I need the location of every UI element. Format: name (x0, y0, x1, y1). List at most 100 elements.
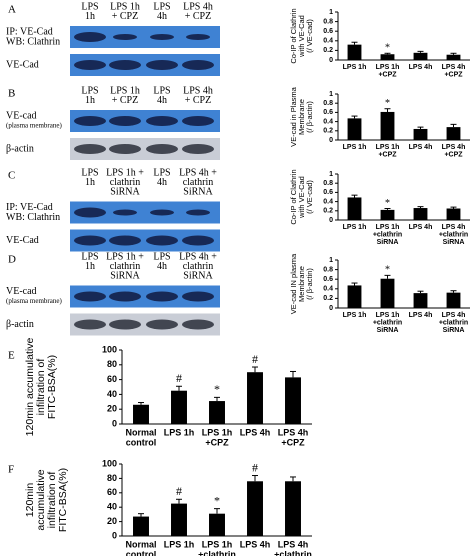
lane-label: LPS 1h + (106, 167, 144, 178)
y-tick-label: 0 (329, 57, 333, 64)
y-axis-label: infiltration of (46, 472, 58, 529)
significance-mark: * (214, 382, 220, 396)
x-tick-label: LPS 1h (376, 144, 400, 151)
y-tick-label: 80 (107, 359, 117, 369)
row-label: β-actin (6, 143, 34, 154)
y-tick-label: 80 (107, 473, 117, 483)
y-axis-label: Co-IP of Clathrin (289, 169, 298, 224)
y-tick-label: 1 (329, 91, 333, 98)
significance-mark: * (214, 493, 220, 507)
x-tick-label: +CPZ (378, 151, 397, 158)
x-tick-label: SiRNA (443, 239, 465, 246)
blot-band (186, 209, 210, 216)
blot-strip (70, 229, 220, 252)
blot-band (109, 144, 141, 154)
panel-letter: D (8, 254, 16, 266)
y-tick-label: 0.4 (323, 118, 333, 125)
bar (380, 209, 395, 220)
bar (446, 127, 461, 140)
bar (446, 292, 461, 308)
bar (347, 118, 362, 140)
blot-band (74, 144, 106, 154)
lane-label: clathrin (110, 261, 141, 272)
blot-band (74, 319, 106, 330)
blot-strip (70, 26, 220, 48)
y-axis-label: 120min accumulative (24, 338, 36, 437)
x-tick-label: LPS 4h (278, 427, 309, 437)
x-tick-label: Normal (125, 427, 156, 437)
blot-band (182, 291, 214, 302)
lane-label: 4h (157, 177, 167, 188)
bar (209, 513, 225, 536)
bar (413, 128, 428, 140)
blot-band (113, 34, 137, 40)
x-tick-label: +CPZ (205, 437, 229, 447)
lane-label: clathrin (183, 261, 214, 272)
bar (413, 208, 428, 220)
lane-label: LPS (153, 167, 170, 178)
y-axis-label: with VE-Cad (297, 176, 306, 219)
x-tick-label: LPS 4h (442, 312, 466, 319)
significance-mark: # (252, 352, 258, 366)
blot-strip (70, 54, 220, 76)
lane-label: SiRNA (110, 270, 140, 281)
lane-label: + CPZ (112, 95, 138, 106)
x-tick-label: LPS 1h (164, 539, 195, 549)
y-tick-label: 60 (107, 487, 117, 497)
x-tick-label: LPS 4h (278, 539, 309, 549)
lane-label: LPS 4h + (179, 251, 217, 262)
x-tick-label: LPS 4h (240, 427, 271, 437)
blot-band (109, 116, 141, 126)
y-tick-label: 40 (107, 389, 117, 399)
panel-letter: A (8, 4, 16, 16)
x-tick-label: +CPZ (444, 151, 463, 158)
row-label: WB: Clathrin (6, 36, 60, 47)
blot-band (146, 291, 178, 302)
significance-mark: # (176, 371, 182, 385)
x-tick-label: LPS 1h (343, 224, 367, 231)
x-tick-label: +clathrin (373, 231, 402, 238)
x-tick-label: LPS 1h (343, 64, 367, 71)
blot-band (109, 60, 141, 70)
lane-label: LPS 1h + (106, 251, 144, 262)
lane-label: 4h (157, 95, 167, 106)
bar (380, 54, 395, 60)
blot-band (109, 235, 141, 246)
blot-band (182, 116, 214, 126)
x-tick-label: control (126, 549, 157, 556)
y-tick-label: 0 (329, 305, 333, 312)
x-tick-label: LPS 1h (202, 427, 233, 437)
y-tick-label: 0.6 (323, 28, 333, 35)
y-tick-label: 0.4 (323, 286, 333, 293)
y-axis-label: Membrane (297, 266, 306, 302)
lane-label: + CPZ (112, 11, 138, 22)
blot-band (74, 291, 106, 302)
y-tick-label: 100 (102, 344, 117, 354)
blot-band (146, 319, 178, 330)
y-tick-label: 0.8 (323, 100, 333, 107)
blot-band (182, 60, 214, 70)
lane-label: 4h (157, 11, 167, 22)
x-tick-label: +clathrin (439, 319, 468, 326)
blot-strip (70, 110, 220, 132)
bar (413, 52, 428, 60)
lane-label: clathrin (183, 177, 214, 188)
lane-label: 1h (85, 11, 95, 22)
significance-mark: * (385, 43, 390, 54)
lane-label: LPS (81, 1, 98, 12)
blot-strip (70, 285, 220, 308)
row-label: (plasma membrane) (6, 122, 62, 130)
bar (209, 401, 225, 424)
lane-label: 1h (85, 95, 95, 106)
significance-mark: # (176, 484, 182, 498)
blot-band (74, 116, 106, 126)
lane-label: 4h (157, 261, 167, 272)
x-tick-label: SiRNA (377, 327, 399, 334)
y-tick-label: 0 (329, 137, 333, 144)
y-axis-label: accumulative (35, 469, 47, 530)
y-tick-label: 40 (107, 502, 117, 512)
y-tick-label: 0.8 (323, 266, 333, 273)
lane-label: LPS (81, 167, 98, 178)
x-tick-label: SiRNA (443, 327, 465, 334)
